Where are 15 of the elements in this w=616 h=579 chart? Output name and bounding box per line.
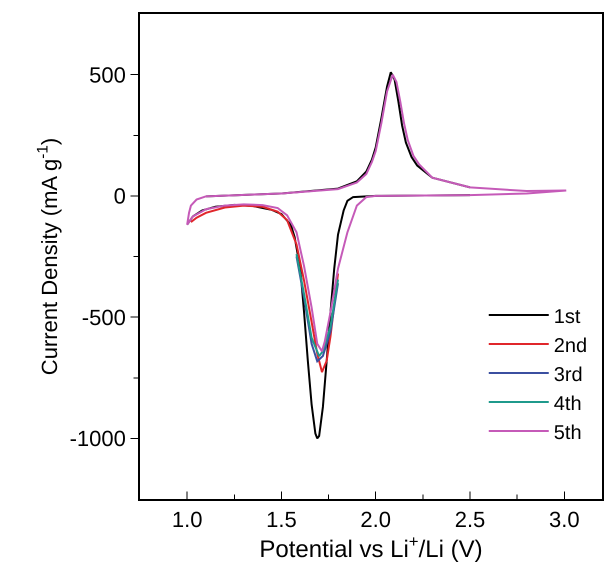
y-tick-label: 500 — [89, 62, 126, 88]
x-tick-label: 2.0 — [360, 507, 392, 532]
y-tick-label: 0 — [114, 184, 126, 209]
y-tick-label: -1000 — [70, 426, 126, 452]
legend-label: 2nd — [554, 334, 588, 357]
legend-label: 4th — [554, 392, 582, 415]
x-tick-label: 1.5 — [266, 507, 297, 532]
x-tick-label: 3.0 — [548, 507, 580, 532]
x-tick-label: 1.0 — [172, 507, 202, 532]
legend-label: 1st — [554, 306, 581, 328]
x-tick-label: 2.5 — [454, 507, 486, 532]
x-axis-title: Potential vs Li$^{+}$/Li (V) — [259, 532, 483, 564]
y-tick-label: -500 — [82, 304, 126, 330]
legend-label: 3rd — [554, 364, 583, 386]
legend-label: 5th — [554, 422, 582, 444]
